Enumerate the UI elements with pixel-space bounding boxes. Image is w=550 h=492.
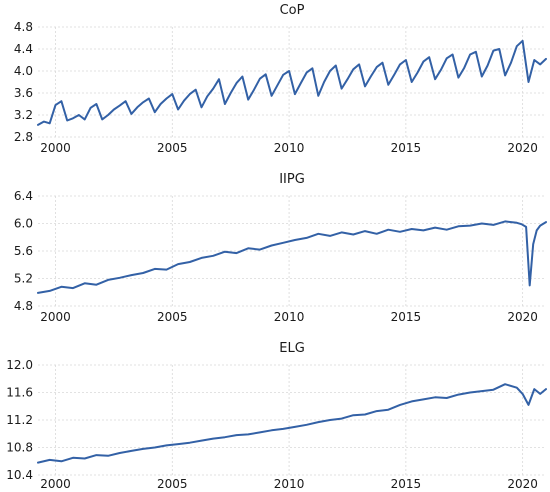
chart-title: CoP: [280, 3, 305, 18]
y-tick-label: 5.2: [14, 272, 33, 286]
y-tick-label: 10.4: [6, 468, 33, 482]
x-tick-label: 2020: [507, 310, 538, 324]
y-tick-label: 6.4: [14, 189, 33, 203]
x-tick-label: 2010: [274, 310, 305, 324]
x-tick-label: 2010: [274, 477, 305, 491]
series-line: [37, 383, 547, 464]
panel-cop: CoP 2.8 3.2 3.6 4.0 4.4 4.8 2000 2005 2010 2015 202…: [14, 3, 547, 155]
y-tick-label: 10.8: [6, 441, 33, 455]
y-tick-label: 3.6: [14, 86, 33, 100]
x-tick-label: 2000: [40, 310, 71, 324]
x-tick-label: 2005: [157, 141, 188, 155]
y-tick-label: 4.8: [14, 299, 33, 313]
x-tick-label: 2000: [40, 477, 71, 491]
x-tick-label: 2015: [391, 141, 422, 155]
y-tick-label: 11.6: [6, 386, 33, 400]
y-tick-label: 4.4: [14, 42, 33, 56]
y-tick-label: 4.8: [14, 20, 33, 34]
x-tick-label: 2010: [274, 141, 305, 155]
x-tick-label: 2020: [507, 477, 538, 491]
y-tick-label: 12.0: [6, 358, 33, 372]
x-tick-label: 2020: [507, 141, 538, 155]
x-tick-label: 2015: [391, 310, 422, 324]
panel-iipg: IIPG 4.8 5.2 5.6 6.0 6.4 2000 2005 2010 2015 2020: [14, 172, 547, 324]
y-tick-label: 6.0: [14, 217, 33, 231]
chart-title: IIPG: [279, 172, 305, 187]
y-tick-label: 5.6: [14, 244, 33, 258]
x-tick-label: 2005: [157, 310, 188, 324]
x-tick-label: 2000: [40, 141, 71, 155]
x-tick-label: 2005: [157, 477, 188, 491]
y-tick-label: 2.8: [14, 130, 33, 144]
y-tick-label: 11.2: [6, 413, 33, 427]
chart-title: ELG: [279, 341, 305, 356]
x-tick-label: 2015: [391, 477, 422, 491]
y-tick-label: 4.0: [14, 64, 33, 78]
panel-elg: ELG 10.4 10.8 11.2 11.6 12.0 2000 2005 2010 2015 2…: [6, 341, 547, 491]
series-line: [37, 220, 547, 294]
series-line: [37, 39, 547, 126]
y-tick-label: 3.2: [14, 108, 33, 122]
